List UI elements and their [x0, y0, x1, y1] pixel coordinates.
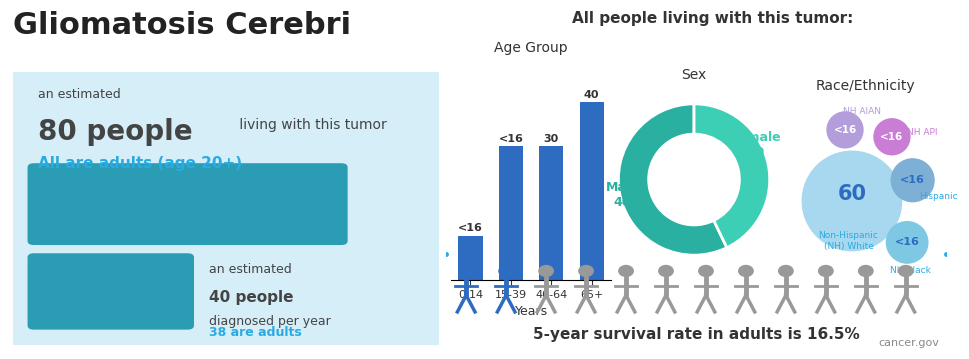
Text: NH AIAN: NH AIAN [842, 107, 881, 116]
Text: NH Black: NH Black [890, 266, 930, 275]
FancyBboxPatch shape [27, 253, 194, 330]
Bar [498, 146, 522, 280]
Circle shape [891, 159, 933, 202]
Text: cancer.gov: cancer.gov [877, 338, 938, 348]
Title: Sex: Sex [680, 68, 706, 82]
Circle shape [578, 266, 593, 276]
X-axis label: Years: Years [514, 305, 547, 318]
Circle shape [618, 266, 633, 276]
Text: <16: <16 [880, 132, 903, 142]
Circle shape [858, 266, 872, 276]
Bar [457, 236, 482, 280]
Circle shape [738, 266, 752, 276]
Text: an estimated: an estimated [38, 88, 121, 101]
Circle shape [458, 266, 473, 276]
Text: <16: <16 [893, 237, 919, 247]
Text: Male
40: Male 40 [605, 181, 639, 209]
Title: Race/Ethnicity: Race/Ethnicity [815, 79, 915, 93]
Text: 30: 30 [543, 134, 558, 144]
Text: All are adults (age 20+): All are adults (age 20+) [38, 157, 242, 171]
Text: 40: 40 [583, 90, 599, 100]
Circle shape [886, 222, 927, 263]
Text: 5-year survival rate in adults is 16.5%: 5-year survival rate in adults is 16.5% [532, 327, 859, 342]
Circle shape [801, 151, 900, 251]
Circle shape [498, 266, 513, 276]
Bar [578, 102, 603, 280]
Text: <16: <16 [457, 223, 483, 233]
Text: 40 people: 40 people [208, 290, 294, 305]
Text: NH API: NH API [906, 128, 937, 137]
Circle shape [818, 266, 832, 276]
Bar [539, 146, 563, 280]
Circle shape [658, 266, 672, 276]
Circle shape [778, 266, 793, 276]
Wedge shape [618, 104, 726, 255]
Text: 60: 60 [836, 184, 865, 204]
Text: <16: <16 [832, 125, 856, 135]
Text: <16: <16 [899, 175, 924, 185]
Text: Female
30: Female 30 [730, 131, 781, 159]
Text: an estimated: an estimated [208, 263, 292, 276]
Text: <16: <16 [498, 134, 522, 144]
Text: Non-Hispanic
(NH) White: Non-Hispanic (NH) White [818, 231, 878, 251]
Wedge shape [694, 104, 768, 248]
Text: All people living with this tumor:: All people living with this tumor: [572, 11, 853, 26]
Text: living with this tumor: living with this tumor [234, 118, 386, 132]
Circle shape [873, 119, 909, 155]
Text: Hispanic: Hispanic [918, 192, 956, 201]
Text: 38 are adults: 38 are adults [208, 326, 301, 339]
Circle shape [539, 266, 552, 276]
FancyBboxPatch shape [27, 163, 347, 245]
Text: diagnosed per year: diagnosed per year [208, 314, 330, 328]
Circle shape [897, 266, 912, 276]
Title: Age Group: Age Group [494, 41, 567, 55]
FancyBboxPatch shape [4, 66, 448, 350]
Circle shape [698, 266, 712, 276]
Text: 80 people: 80 people [38, 118, 193, 146]
Circle shape [827, 112, 862, 148]
Text: Gliomatosis Cerebri: Gliomatosis Cerebri [13, 11, 351, 40]
